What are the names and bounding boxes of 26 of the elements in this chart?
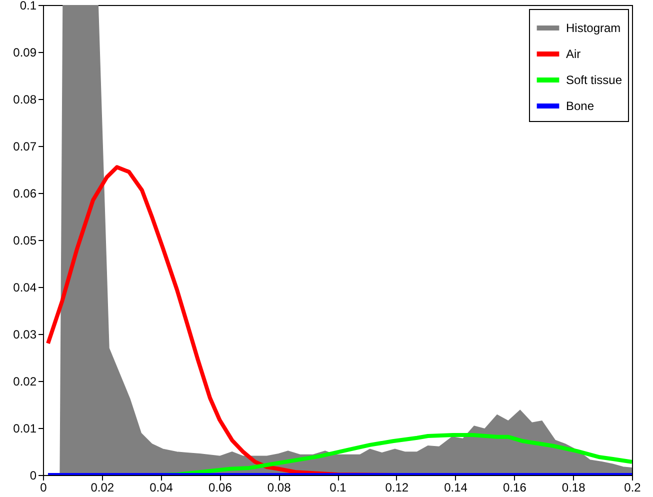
y-tick-label: 0 bbox=[30, 468, 37, 482]
legend-label: Histogram bbox=[566, 21, 621, 35]
legend-label: Bone bbox=[566, 99, 594, 113]
y-tick-label: 0.1 bbox=[20, 0, 37, 12]
y-tick-label: 0.09 bbox=[13, 46, 37, 60]
y-tick-label: 0.05 bbox=[13, 234, 37, 248]
y-tick-label: 0.03 bbox=[13, 328, 37, 342]
x-tick-label: 0.18 bbox=[562, 480, 586, 494]
y-tick-label: 0.01 bbox=[13, 422, 37, 436]
x-tick-label: 0.1 bbox=[330, 480, 347, 494]
x-tick-label: 0.08 bbox=[267, 480, 292, 494]
legend-label: Soft tissue bbox=[566, 73, 622, 87]
x-tick-label: 0.12 bbox=[385, 480, 409, 494]
y-tick-label: 0.02 bbox=[13, 374, 37, 388]
legend-label: Air bbox=[566, 47, 581, 61]
x-tick-label: 0.2 bbox=[624, 480, 642, 494]
y-tick-label: 0.06 bbox=[13, 186, 37, 200]
x-tick-label: 0.14 bbox=[444, 480, 468, 494]
x-tick-label: 0.02 bbox=[90, 480, 114, 494]
x-tick-label: 0 bbox=[40, 480, 48, 494]
x-tick-label: 0.04 bbox=[150, 480, 174, 494]
x-tick-label: 0.16 bbox=[503, 480, 527, 494]
y-tick-label: 0.07 bbox=[13, 140, 37, 154]
y-tick-label: 0.08 bbox=[13, 92, 37, 106]
y-tick-label: 0.04 bbox=[13, 280, 37, 294]
x-tick-label: 0.06 bbox=[208, 480, 232, 494]
